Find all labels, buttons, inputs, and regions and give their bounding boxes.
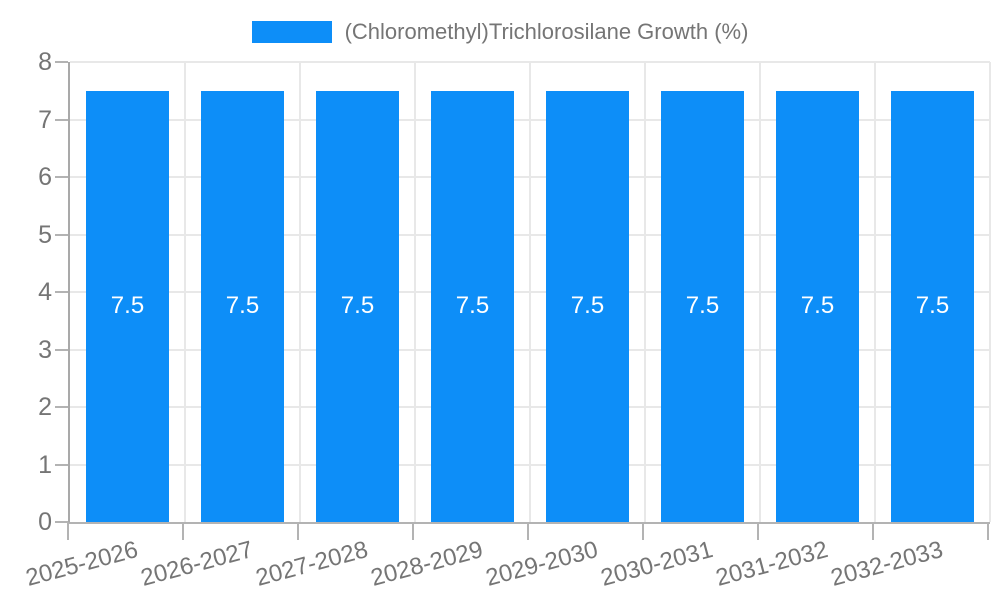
v-gridline: [759, 62, 761, 522]
x-tick-label: 2027-2028: [252, 536, 371, 592]
y-tick-mark: [55, 176, 68, 178]
legend-label: (Chloromethyl)Trichlorosilane Growth (%): [344, 19, 749, 44]
v-gridline: [989, 62, 991, 522]
bar-value-label: 7.5: [800, 292, 835, 320]
bar[interactable]: 7.5: [201, 90, 284, 522]
y-tick-mark: [55, 118, 68, 121]
v-gridline: [414, 62, 416, 522]
chart-legend[interactable]: (Chloromethyl)Trichlorosilane Growth (%): [0, 18, 1000, 46]
v-gridline: [644, 62, 646, 522]
x-tick-label: 2029-2030: [482, 536, 601, 592]
y-tick-label: 7: [38, 105, 52, 134]
x-tick-label: 2030-2031: [597, 536, 716, 592]
bar[interactable]: 7.5: [661, 90, 744, 522]
x-tick-mark: [67, 522, 69, 540]
y-tick-label: 0: [38, 508, 52, 536]
bar-value-label: 7.5: [110, 292, 145, 320]
x-tick-mark: [182, 522, 184, 540]
legend-swatch: [251, 21, 332, 43]
bar[interactable]: 7.5: [431, 90, 514, 522]
bar[interactable]: 7.5: [86, 90, 169, 522]
x-tick-label: 2025-2026: [22, 536, 141, 592]
bar-value-label: 7.5: [570, 292, 605, 320]
y-tick-label: 5: [38, 220, 52, 249]
v-gridline: [529, 62, 531, 522]
bar-value-label: 7.5: [915, 292, 950, 320]
bar-value-label: 7.5: [340, 292, 375, 320]
bar[interactable]: 7.5: [891, 90, 974, 522]
y-tick-label: 4: [38, 278, 52, 306]
y-tick-label: 8: [38, 48, 52, 76]
y-tick-mark: [55, 521, 68, 523]
bar[interactable]: 7.5: [776, 90, 859, 522]
x-tick-mark: [987, 522, 989, 540]
bar-value-label: 7.5: [685, 292, 720, 320]
y-tick-mark: [55, 348, 68, 351]
x-tick-mark: [872, 522, 874, 540]
x-tick-mark: [757, 522, 759, 540]
x-tick-label: 2026-2027: [137, 536, 256, 592]
v-gridline: [874, 62, 876, 522]
bar-value-label: 7.5: [455, 292, 490, 320]
plot-area: 7.5 7.5 7.5 7.5 7.5 7.5 7.5 7.5: [68, 61, 991, 524]
x-tick-mark: [412, 522, 414, 540]
y-tick-mark: [55, 463, 68, 466]
y-tick-label: 1: [38, 450, 52, 479]
y-tick-mark: [55, 61, 68, 63]
x-tick-mark: [642, 522, 644, 540]
y-tick-mark: [55, 233, 68, 236]
y-tick-label: 2: [38, 393, 52, 421]
y-tick-label: 6: [38, 163, 52, 191]
x-tick-mark: [297, 522, 299, 540]
bar[interactable]: 7.5: [546, 90, 629, 522]
x-tick-label: 2031-2032: [712, 536, 831, 592]
x-tick-label: 2032-2033: [827, 536, 946, 592]
bar-value-label: 7.5: [225, 292, 260, 320]
v-gridline: [299, 62, 301, 522]
y-tick-mark: [55, 406, 68, 408]
bar[interactable]: 7.5: [316, 90, 399, 522]
y-tick-label: 3: [38, 335, 52, 364]
x-tick-mark: [527, 522, 529, 540]
v-gridline: [184, 62, 186, 522]
x-tick-label: 2028-2029: [367, 536, 486, 592]
y-tick-mark: [55, 291, 68, 293]
